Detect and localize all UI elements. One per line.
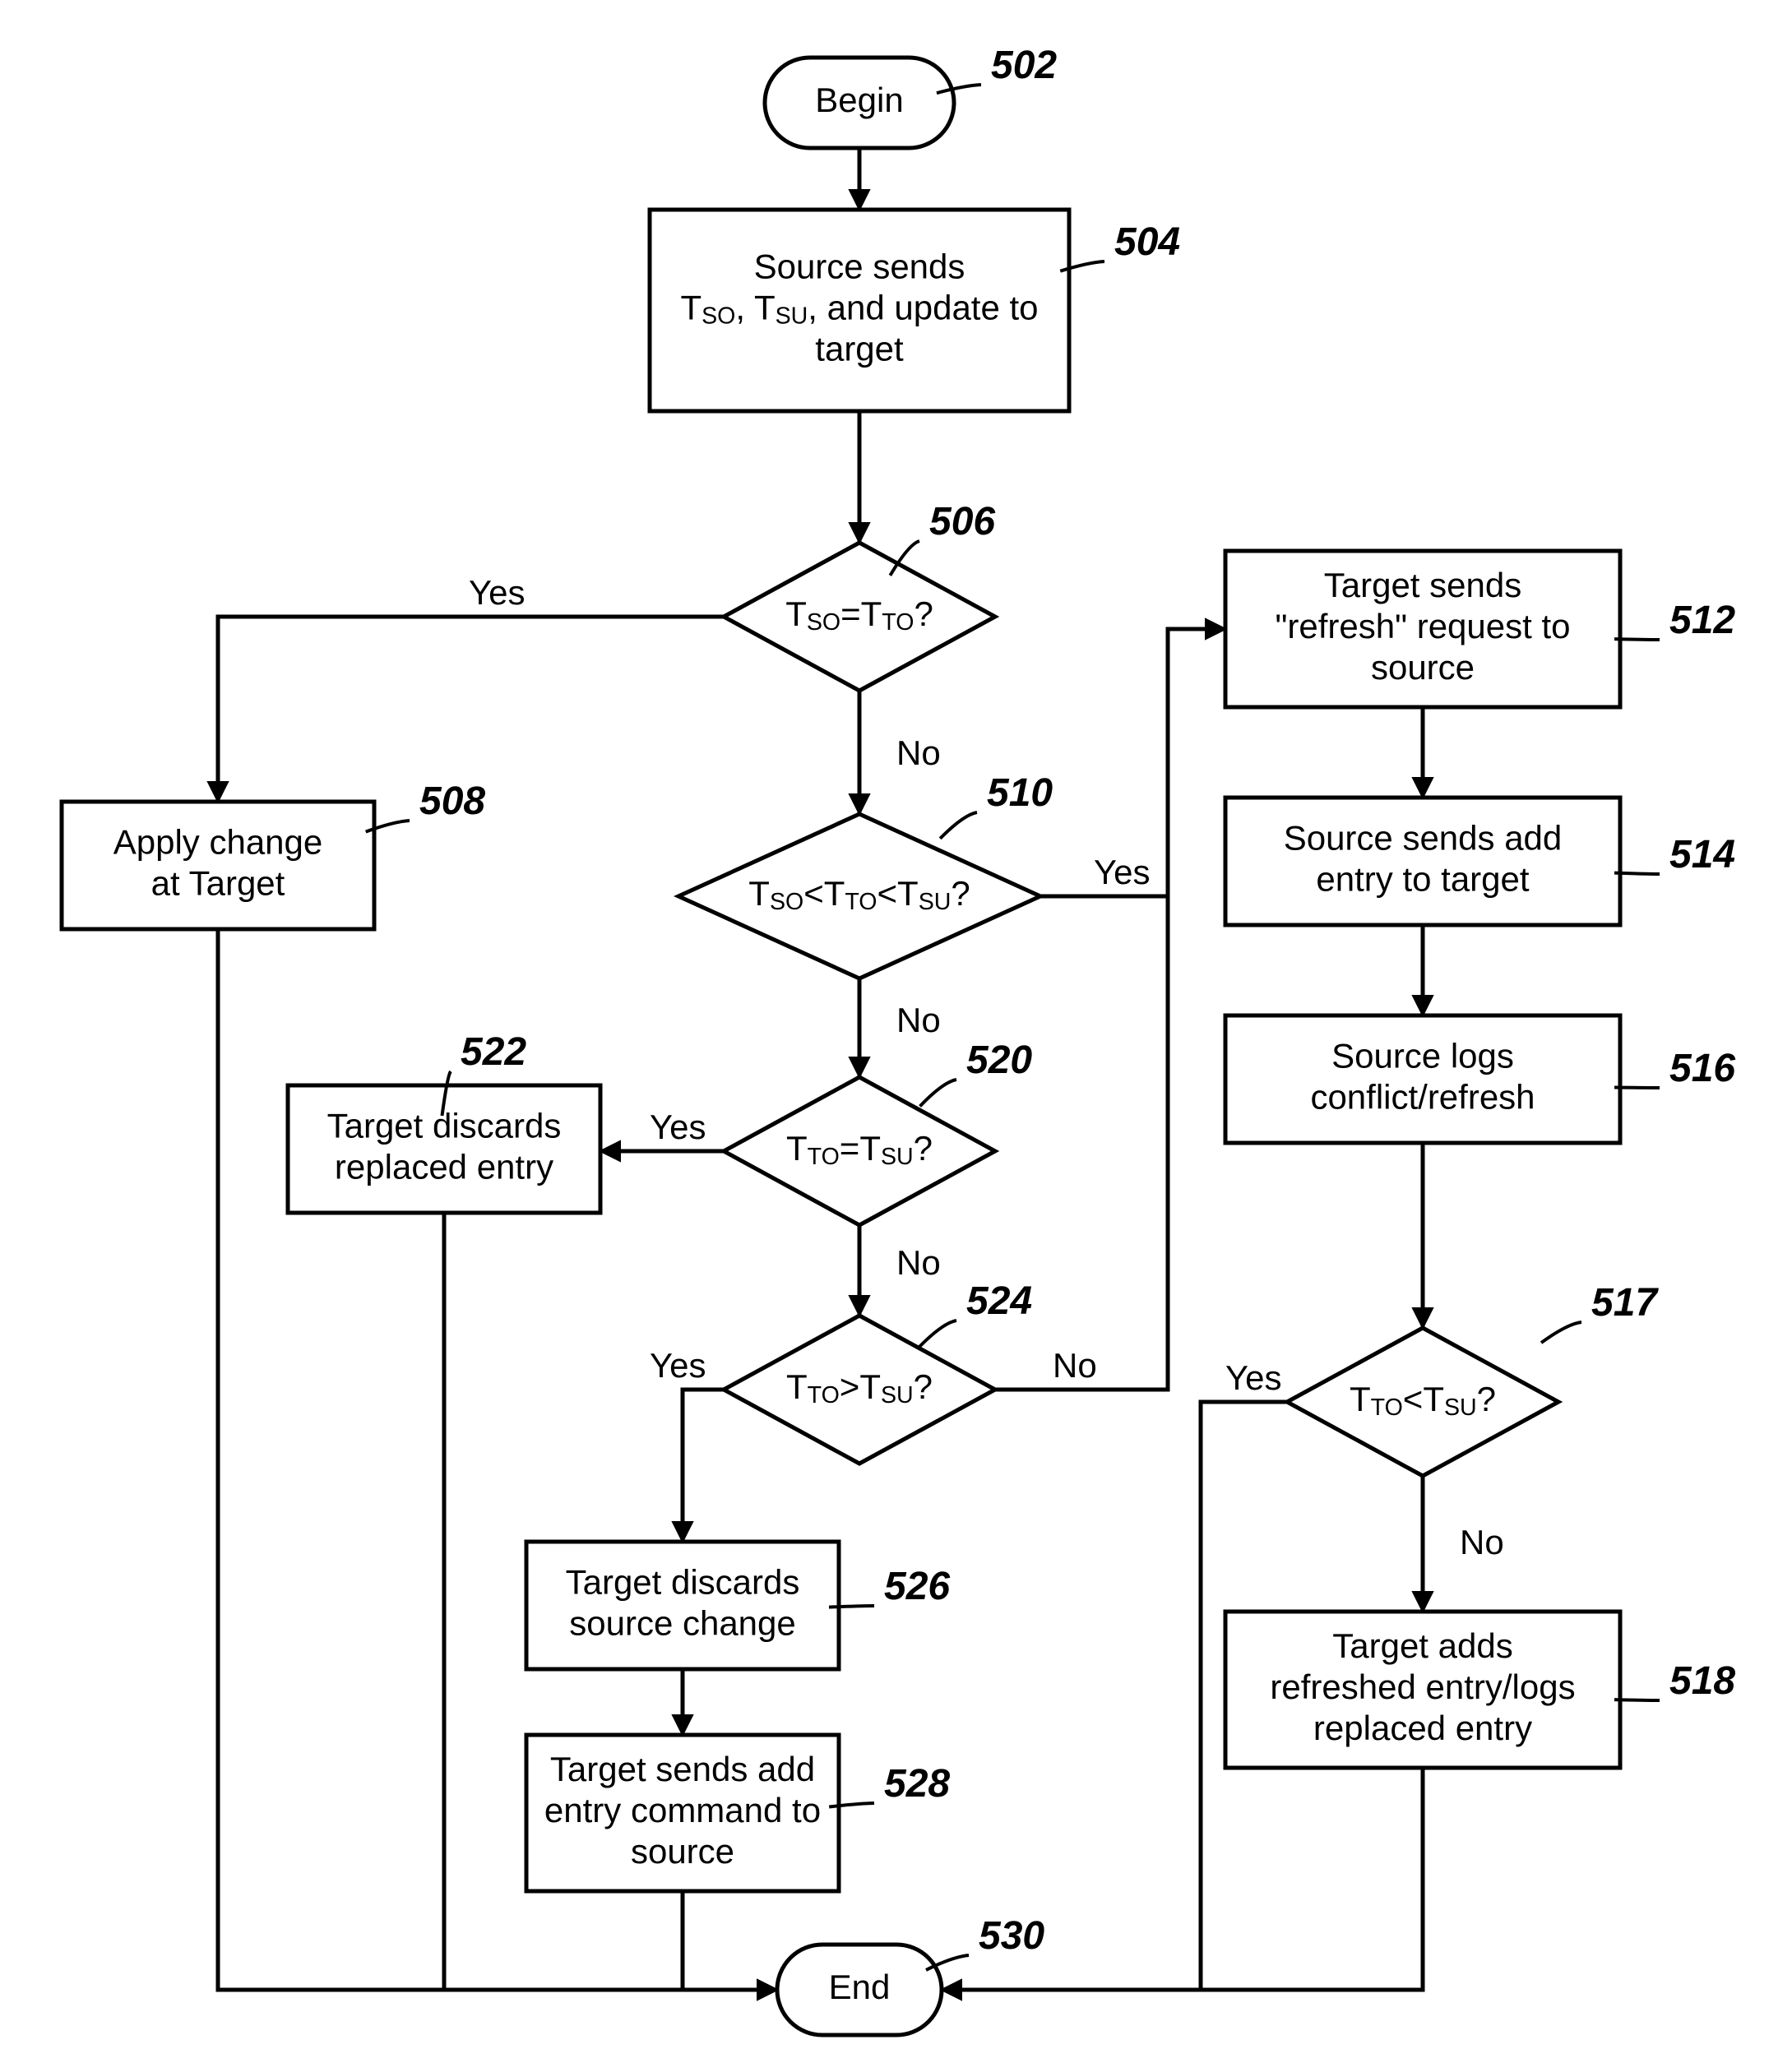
- edge-label: No: [896, 1243, 941, 1282]
- ref-label-512: 512: [1669, 599, 1735, 642]
- ref-label-517: 517: [1591, 1281, 1659, 1325]
- edge-label: No: [896, 1001, 941, 1039]
- flow-edge: [683, 1891, 777, 1990]
- ref-label-518: 518: [1669, 1659, 1735, 1703]
- edge-label: Yes: [650, 1108, 706, 1146]
- ref-label-530: 530: [979, 1914, 1044, 1958]
- ref-leader: [920, 1080, 956, 1106]
- ref-leader: [919, 1321, 956, 1347]
- edge-label: Yes: [1225, 1358, 1282, 1397]
- edge-label: No: [1460, 1523, 1504, 1561]
- ref-leader: [1541, 1322, 1581, 1343]
- ref-label-510: 510: [987, 771, 1053, 815]
- ref-label-508: 508: [419, 779, 485, 823]
- ref-label-502: 502: [991, 44, 1057, 87]
- ref-leader: [1614, 873, 1660, 874]
- ref-leader: [1614, 639, 1660, 640]
- edge-label: No: [896, 733, 941, 772]
- ref-label-528: 528: [884, 1762, 950, 1806]
- ref-label-524: 524: [966, 1279, 1032, 1323]
- ref-label-504: 504: [1114, 220, 1180, 264]
- ref-label-516: 516: [1669, 1047, 1735, 1090]
- edge-label: Yes: [650, 1346, 706, 1385]
- ref-label-520: 520: [966, 1038, 1032, 1082]
- flow-edge: [218, 617, 724, 802]
- ref-label-506: 506: [929, 500, 995, 543]
- flow-edge: [683, 1390, 724, 1542]
- node-text: End: [829, 1968, 891, 2006]
- ref-label-514: 514: [1669, 833, 1735, 876]
- edge-label: Yes: [469, 573, 526, 612]
- flow-edge: [995, 629, 1225, 1390]
- node-text: Begin: [815, 81, 903, 119]
- ref-label-526: 526: [884, 1565, 950, 1608]
- edge-label: No: [1053, 1346, 1097, 1385]
- ref-leader: [940, 812, 977, 839]
- ref-leader: [829, 1606, 874, 1607]
- edge-label: Yes: [1094, 853, 1151, 891]
- ref-label-522: 522: [461, 1030, 526, 1074]
